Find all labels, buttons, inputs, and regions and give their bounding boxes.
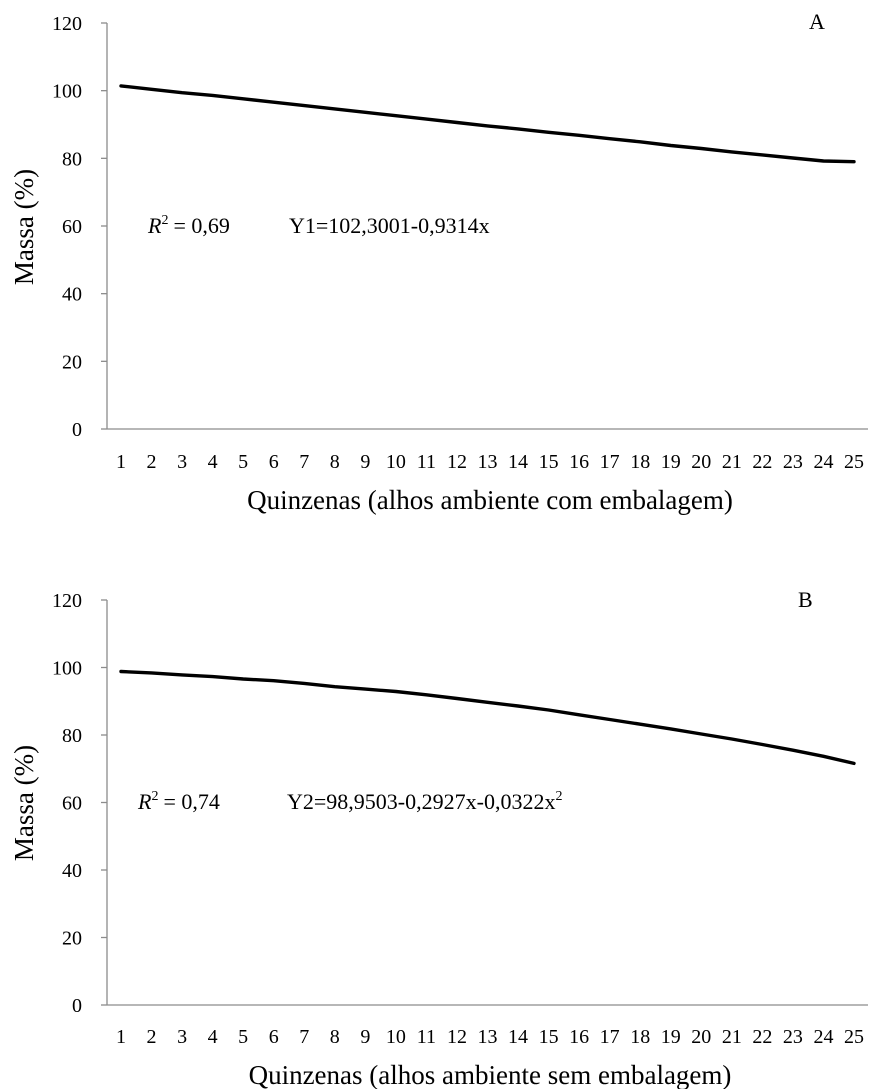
x-tick-label: 16 [569, 451, 589, 473]
x-tick-label: 11 [417, 1026, 436, 1048]
panel-label-a: A [809, 9, 825, 34]
x-tick-label: 6 [269, 1026, 279, 1048]
x-tick-label: 19 [661, 1026, 681, 1048]
x-tick-label: 8 [330, 1026, 340, 1048]
panel-label-b: B [798, 587, 813, 612]
equation-a: Y1=102,3001-0,9314x [289, 213, 490, 238]
svg-text:R2= 0,69: R2 = 0,69 [147, 213, 230, 238]
x-tick-label: 9 [360, 451, 370, 473]
x-tick-label: 24 [813, 451, 833, 473]
y-tick-label: 80 [62, 725, 82, 747]
svg-text:Y2=98,9503-0,2927x-0,0322x2: Y2=98,9503-0,2927x-0,0322x2 [287, 789, 562, 814]
x-tick-label: 10 [386, 451, 406, 473]
x-tick-label: 9 [360, 1026, 370, 1048]
r2-exponent-a: 2 [161, 213, 168, 228]
chart-panel-a: A Massa (%) Quinzenas (alhos ambiente co… [9, 9, 868, 515]
x-tick-label: 21 [722, 1026, 742, 1048]
x-tick-label: 1 [116, 1026, 126, 1048]
x-tick-label: 13 [478, 451, 498, 473]
x-tick-label: 15 [539, 451, 559, 473]
svg-text:R2= 0,74: R2 = 0,74 [137, 789, 220, 814]
x-tick-label: 8 [330, 451, 340, 473]
x-tick-label: 18 [630, 451, 650, 473]
r2-value-b: = 0,74 [163, 789, 219, 814]
x-tick-label: 23 [783, 451, 803, 473]
y-tick-label: 120 [52, 590, 82, 612]
regression-annotation-b: R2 = 0,74 Y2=98,9503-0,2927x-0,0322x2 [137, 789, 562, 814]
r2-value-a: = 0,69 [173, 213, 229, 238]
x-axis-title-a: Quinzenas (alhos ambiente com embalagem) [247, 485, 733, 515]
y-tick-label: 40 [62, 284, 82, 306]
x-tick-label: 6 [269, 451, 279, 473]
x-tick-label: 10 [386, 1026, 406, 1048]
x-tick-label: 4 [208, 1026, 218, 1048]
x-tick-label: 14 [508, 1026, 528, 1048]
y-tick-label: 20 [62, 928, 82, 950]
series-line-b [119, 669, 856, 766]
x-tick-label: 17 [600, 451, 620, 473]
r2-symbol-a: R [147, 213, 162, 238]
y-tick-label: 0 [72, 419, 82, 441]
x-tick-label: 13 [478, 1026, 498, 1048]
x-tick-label: 21 [722, 451, 742, 473]
x-tick-label: 18 [630, 1026, 650, 1048]
x-tick-label: 16 [569, 1026, 589, 1048]
r2-exponent-b: 2 [151, 789, 158, 804]
y-axis-title-b: Massa (%) [9, 745, 39, 861]
x-tick-label: 23 [783, 1026, 803, 1048]
y-tick-label: 20 [62, 351, 82, 373]
x-tick-label: 2 [147, 1026, 157, 1048]
y-tick-label: 0 [72, 995, 82, 1017]
x-axis-title-b: Quinzenas (alhos ambiente sem embalagem) [249, 1060, 732, 1089]
x-tick-label: 7 [299, 1026, 309, 1048]
x-tick-label: 5 [238, 1026, 248, 1048]
series-line-a [119, 84, 856, 164]
x-tick-label: 25 [844, 1026, 864, 1048]
y-tick-label: 120 [52, 13, 82, 35]
x-tick-label: 12 [447, 1026, 467, 1048]
r2-symbol-b: R [137, 789, 152, 814]
x-tick-label: 22 [752, 1026, 772, 1048]
x-tick-label: 11 [417, 451, 436, 473]
x-tick-label: 7 [299, 451, 309, 473]
y-tick-label: 100 [52, 81, 82, 103]
x-tick-label: 14 [508, 451, 528, 473]
y-tick-label: 100 [52, 658, 82, 680]
y-axis-title-a: Massa (%) [9, 169, 39, 285]
x-tick-label: 24 [813, 1026, 833, 1048]
x-tick-label: 20 [691, 1026, 711, 1048]
x-tick-label: 4 [208, 451, 218, 473]
equation-b: Y2=98,9503-0,2927x-0,0322x [287, 789, 555, 814]
regression-annotation-a: R2 = 0,69 Y1=102,3001-0,9314x [147, 213, 490, 238]
equation-exponent-b: 2 [555, 789, 562, 804]
x-tick-label: 20 [691, 451, 711, 473]
x-tick-label: 17 [600, 1026, 620, 1048]
x-tick-label: 15 [539, 1026, 559, 1048]
x-tick-label: 3 [177, 451, 187, 473]
x-tick-label: 25 [844, 451, 864, 473]
x-tick-label: 3 [177, 1026, 187, 1048]
y-tick-label: 40 [62, 860, 82, 882]
y-tick-label: 60 [62, 793, 82, 815]
x-tick-label: 12 [447, 451, 467, 473]
x-tick-label: 5 [238, 451, 248, 473]
y-tick-label: 60 [62, 216, 82, 238]
x-tick-label: 2 [147, 451, 157, 473]
x-tick-label: 1 [116, 451, 126, 473]
chart-panel-b: B Massa (%) Quinzenas (alhos ambiente se… [9, 587, 868, 1089]
x-tick-label: 19 [661, 451, 681, 473]
y-tick-label: 80 [62, 148, 82, 170]
x-tick-label: 22 [752, 451, 772, 473]
